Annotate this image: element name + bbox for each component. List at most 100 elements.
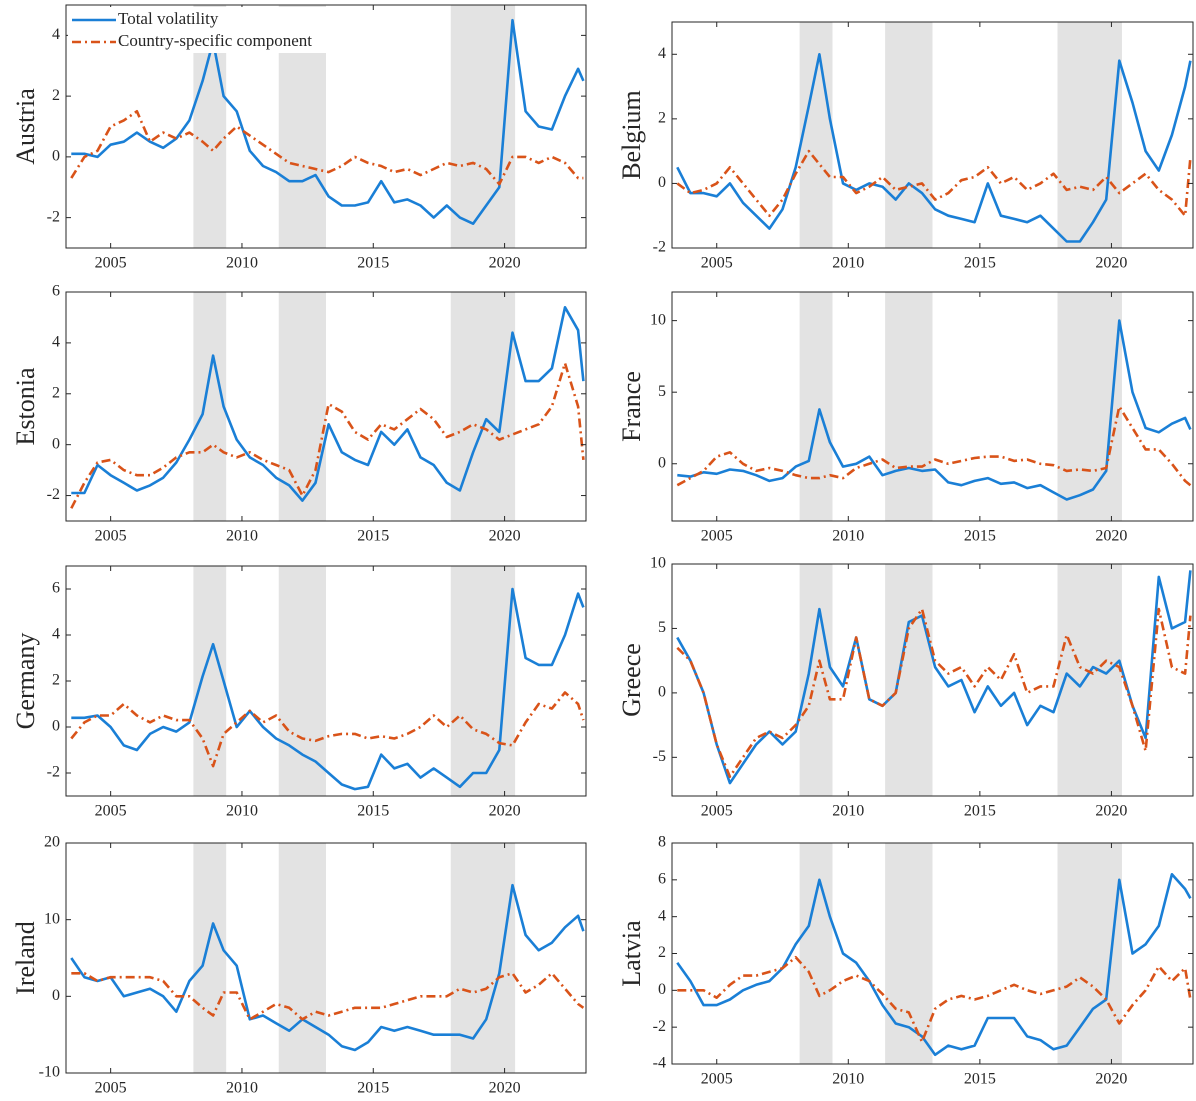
x-tick-label: 2015 <box>357 1080 389 1097</box>
y-tick-label: -5 <box>653 748 666 765</box>
series-line <box>676 53 1192 243</box>
x-tick-label: 2020 <box>489 1080 521 1097</box>
x-tick-label: 2010 <box>226 1080 258 1097</box>
series-line <box>71 18 585 225</box>
series-line <box>70 361 585 509</box>
x-tick-label: 2020 <box>1095 528 1127 545</box>
shaded-region <box>278 843 326 1073</box>
x-tick-label: 2010 <box>226 255 258 272</box>
series-line <box>677 319 1192 501</box>
shaded-region <box>450 843 516 1073</box>
y-tick-label: 0 <box>658 684 666 701</box>
series-line <box>676 607 1192 778</box>
x-tick-label: 2015 <box>964 803 996 820</box>
shaded-region <box>799 292 833 521</box>
axes-box <box>65 842 587 1074</box>
shaded-region <box>799 22 833 248</box>
y-axis-label: Estonia <box>11 367 40 445</box>
y-tick-label: 4 <box>52 626 60 643</box>
x-tick-label: 2010 <box>832 803 864 820</box>
x-tick-label: 2015 <box>964 528 996 545</box>
y-tick-label: -2 <box>653 1018 666 1035</box>
x-tick-label: 2010 <box>832 528 864 545</box>
y-axis-label: Latvia <box>617 920 646 987</box>
series-line <box>677 955 1192 1044</box>
y-tick-label: 0 <box>658 454 666 471</box>
x-tick-label: 2010 <box>832 255 864 272</box>
y-tick-label: 0 <box>658 174 666 191</box>
y-axis-label: France <box>617 371 646 442</box>
shaded-region <box>193 843 227 1073</box>
series-line <box>676 873 1192 1057</box>
axes-box <box>671 563 1194 797</box>
shaded-region <box>799 843 833 1064</box>
x-tick-label: 2020 <box>489 803 521 820</box>
series-line <box>71 306 585 502</box>
x-tick-label: 2020 <box>489 528 521 545</box>
x-tick-label: 2015 <box>357 803 389 820</box>
x-tick-label: 2020 <box>1095 803 1127 820</box>
x-tick-label: 2005 <box>95 803 127 820</box>
y-tick-label: 0 <box>52 987 60 1004</box>
legend-label: Country-specific component <box>118 31 312 50</box>
y-tick-label: 6 <box>52 283 60 300</box>
shaded-region <box>193 292 227 521</box>
series-line <box>70 883 585 1052</box>
y-tick-label: 0 <box>52 718 60 735</box>
x-tick-label: 2020 <box>489 255 521 272</box>
y-tick-label: 6 <box>658 871 666 888</box>
axes-box <box>65 4 587 249</box>
x-tick-label: 2005 <box>701 1071 733 1088</box>
shaded-region <box>278 292 326 521</box>
series-line <box>71 587 585 791</box>
shaded-region <box>885 22 933 248</box>
y-tick-label: 2 <box>52 384 60 401</box>
legend-label: Total volatility <box>118 9 219 28</box>
series-line <box>676 405 1192 487</box>
axes-box <box>671 291 1194 522</box>
y-tick-label: -2 <box>653 239 666 256</box>
x-tick-label: 2005 <box>95 1080 127 1097</box>
x-tick-label: 2005 <box>701 255 733 272</box>
x-tick-label: 2005 <box>701 528 733 545</box>
y-tick-label: 0 <box>658 981 666 998</box>
y-axis-label: Ireland <box>11 921 40 995</box>
y-axis-label: Greece <box>617 643 646 717</box>
y-tick-label: -10 <box>39 1064 60 1081</box>
legend-box <box>68 7 364 53</box>
axes-box <box>671 21 1194 249</box>
y-tick-label: 6 <box>52 580 60 597</box>
y-tick-label: -2 <box>47 208 60 225</box>
y-tick-label: 2 <box>52 87 60 104</box>
x-tick-label: 2005 <box>95 255 127 272</box>
shaded-region <box>885 564 933 796</box>
y-axis-label: Belgium <box>617 90 646 180</box>
y-axis-label: Germany <box>11 633 40 730</box>
y-tick-label: 0 <box>52 148 60 165</box>
series-line <box>71 972 585 1021</box>
x-tick-label: 2015 <box>357 528 389 545</box>
y-axis-label: Austria <box>11 88 40 165</box>
x-tick-label: 2020 <box>1095 1071 1127 1088</box>
y-tick-label: 5 <box>658 383 666 400</box>
x-tick-label: 2005 <box>95 528 127 545</box>
shaded-region <box>193 566 227 796</box>
x-tick-label: 2015 <box>357 255 389 272</box>
y-tick-label: 20 <box>44 834 60 851</box>
x-tick-label: 2015 <box>964 255 996 272</box>
series-line <box>70 110 584 186</box>
y-tick-label: 5 <box>658 619 666 636</box>
y-tick-label: 8 <box>658 834 666 851</box>
y-tick-label: 4 <box>658 45 666 62</box>
y-tick-label: -2 <box>47 486 60 503</box>
x-tick-label: 2005 <box>701 803 733 820</box>
y-tick-label: 4 <box>52 334 60 351</box>
x-tick-label: 2010 <box>832 1071 864 1088</box>
y-tick-label: 2 <box>658 110 666 127</box>
y-tick-label: 0 <box>52 435 60 452</box>
y-tick-label: 2 <box>52 672 60 689</box>
y-tick-label: 10 <box>650 555 666 572</box>
x-tick-label: 2020 <box>1095 255 1127 272</box>
x-tick-label: 2010 <box>226 803 258 820</box>
